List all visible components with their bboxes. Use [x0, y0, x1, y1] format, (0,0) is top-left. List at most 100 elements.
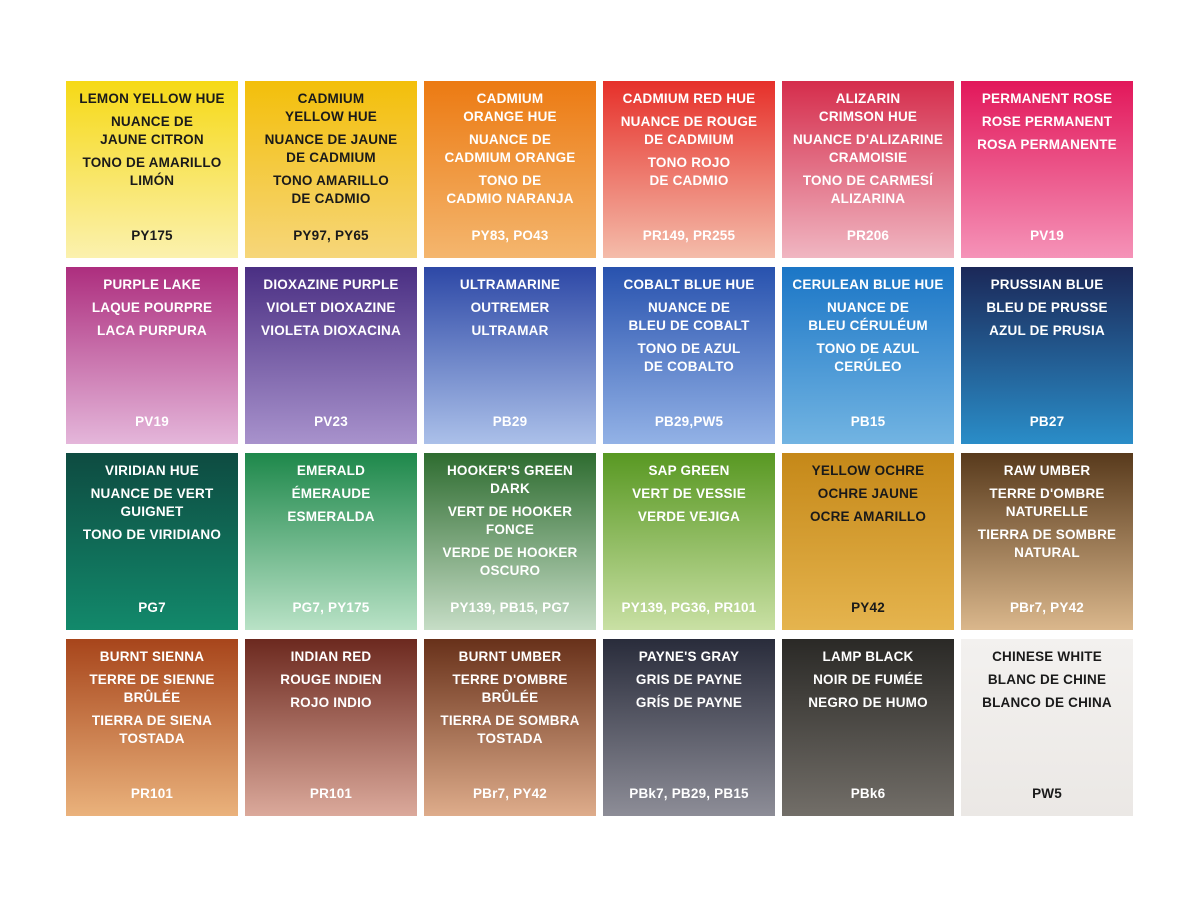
color-name: GRIS DE PAYNE — [635, 672, 743, 687]
pigment-code: PY139, PB15, PG7 — [450, 600, 570, 615]
color-name: TONO AMARILLO DE CADMIO — [273, 173, 389, 206]
color-name: NUANCE DE VERT GUIGNET — [90, 486, 214, 519]
color-name: ÉMERAUDE — [291, 486, 371, 501]
color-name: LAQUE POURPRE — [91, 300, 213, 315]
color-name: TONO ROJO DE CADMIO — [647, 155, 731, 188]
color-name: ULTRAMAR — [471, 323, 549, 338]
color-name: VERDE VEJIGA — [637, 509, 741, 524]
color-swatch: LAMP BLACK NOIR DE FUMÉE NEGRO DE HUMO PBk6 — [782, 639, 954, 816]
pigment-code: PY139, PG36, PR101 — [621, 600, 757, 615]
color-swatch: CADMIUM ORANGE HUE NUANCE DE CADMIUM ORAN… — [424, 81, 596, 258]
color-name: ESMERALDA — [287, 509, 375, 524]
pigment-code: PV19 — [1030, 228, 1064, 243]
pigment-code: PB27 — [1029, 414, 1065, 429]
pigment-code: PG7, PY175 — [292, 600, 370, 615]
color-name: AZUL DE PRUSIA — [989, 323, 1105, 338]
color-name: TONO DE AZUL CERÚLEO — [816, 341, 920, 374]
color-name: ROUGE INDIEN — [280, 672, 382, 687]
pigment-code: PR101 — [130, 786, 174, 801]
color-name: PAYNE'S GRAY — [638, 649, 740, 664]
pigment-code: PB29 — [492, 414, 528, 429]
color-name: NEGRO DE HUMO — [808, 695, 928, 710]
color-name: OCRE AMARILLO — [809, 509, 927, 524]
pigment-code: PR101 — [309, 786, 353, 801]
color-name: PURPLE LAKE — [103, 277, 201, 292]
color-name: GRÍS DE PAYNE — [635, 695, 743, 710]
color-swatch: INDIAN RED ROUGE INDIEN ROJO INDIO PR101 — [245, 639, 417, 816]
color-name: RAW UMBER — [1003, 463, 1091, 478]
color-name: NUANCE DE JAUNE DE CADMIUM — [264, 132, 398, 165]
color-name: LACA PURPURA — [97, 323, 207, 338]
color-name: NUANCE D'ALIZARINE CRAMOISIE — [792, 132, 944, 165]
color-name: NUANCE DE CADMIUM ORANGE — [444, 132, 576, 165]
pigment-code: PW5 — [1032, 786, 1062, 801]
color-name: TERRE D'OMBRE BRÛLÉE — [452, 672, 568, 705]
pigment-code: PB15 — [850, 414, 886, 429]
color-swatch: YELLOW OCHRE OCHRE JAUNE OCRE AMARILLO PY42 — [782, 453, 954, 630]
color-name: VERT DE HOOKER FONCE — [447, 504, 573, 537]
color-name: PRUSSIAN BLUE — [990, 277, 1104, 292]
color-name: NUANCE DE ROUGE DE CADMIUM — [620, 114, 758, 147]
color-name: BLANC DE CHINE — [987, 672, 1107, 687]
color-name: ULTRAMARINE — [459, 277, 561, 292]
color-swatch: DIOXAZINE PURPLE VIOLET DIOXAZINE VIOLETA … — [245, 267, 417, 444]
color-swatch: LEMON YELLOW HUE NUANCE DE JAUNE CITRON TO… — [66, 81, 238, 258]
color-swatch: CADMIUM RED HUE NUANCE DE ROUGE DE CADMIU… — [603, 81, 775, 258]
color-name: YELLOW OCHRE — [811, 463, 925, 478]
color-name: CADMIUM ORANGE HUE — [463, 91, 557, 124]
color-name: TONO DE AMARILLO LIMÓN — [82, 155, 222, 188]
pigment-code: PB29,PW5 — [654, 414, 724, 429]
pigment-code: PBk6 — [850, 786, 886, 801]
color-name: TERRE D'OMBRE NATURELLE — [989, 486, 1105, 519]
color-name: TONO DE CADMIO NARANJA — [446, 173, 574, 206]
color-name: OCHRE JAUNE — [817, 486, 919, 501]
color-name: BURNT SIENNA — [99, 649, 205, 664]
color-name: CADMIUM RED HUE — [622, 91, 756, 106]
color-name: ROJO INDIO — [290, 695, 372, 710]
swatch-grid: LEMON YELLOW HUE NUANCE DE JAUNE CITRON TO… — [66, 81, 1134, 817]
pigment-code: PBk7, PB29, PB15 — [629, 786, 749, 801]
pigment-code: PY83, PO43 — [471, 228, 549, 243]
color-name: VIRIDIAN HUE — [105, 463, 199, 478]
color-name: TONO DE CARMESÍ ALIZARINA — [802, 173, 934, 206]
color-name: LAMP BLACK — [822, 649, 914, 664]
color-name: BURNT UMBER — [458, 649, 562, 664]
pigment-code: PR149, PR255 — [642, 228, 736, 243]
color-swatch: PRUSSIAN BLUE BLEU DE PRUSSE AZUL DE PRUSI… — [961, 267, 1133, 444]
color-name: ALIZARIN CRIMSON HUE — [818, 91, 918, 124]
color-name: NUANCE DE BLEU CÉRULÉUM — [808, 300, 928, 333]
color-name: NUANCE DE BLEU DE COBALT — [628, 300, 750, 333]
color-name: TIERRA DE SOMBRE NATURAL — [977, 527, 1117, 560]
pigment-code: PY42 — [851, 600, 885, 615]
color-name: BLANCO DE CHINA — [982, 695, 1112, 710]
color-name: EMERALD — [296, 463, 366, 478]
color-name: ROSA PERMANENTE — [977, 137, 1117, 152]
color-name: NUANCE DE JAUNE CITRON — [100, 114, 204, 147]
color-name: TERRE DE SIENNE BRÛLÉE — [89, 672, 215, 705]
color-swatch: VIRIDIAN HUE NUANCE DE VERT GUIGNET TONO D… — [66, 453, 238, 630]
color-swatch: PAYNE'S GRAY GRIS DE PAYNE GRÍS DE PAYNE PB… — [603, 639, 775, 816]
color-swatch: ULTRAMARINE OUTREMER ULTRAMAR PB29 — [424, 267, 596, 444]
color-name: TIERRA DE SOMBRA TOSTADA — [440, 713, 580, 746]
color-name: TIERRA DE SIENA TOSTADA — [91, 713, 213, 746]
color-name: NOIR DE FUMÉE — [813, 672, 923, 687]
color-name: SAP GREEN — [648, 463, 730, 478]
color-name: PERMANENT ROSE — [981, 91, 1113, 106]
color-name: CERULEAN BLUE HUE — [792, 277, 944, 292]
color-swatch: EMERALD ÉMERAUDE ESMERALDA PG7, PY175 — [245, 453, 417, 630]
color-name: INDIAN RED — [290, 649, 372, 664]
pigment-code: PV19 — [135, 414, 169, 429]
color-name: VIOLET DIOXAZINE — [266, 300, 396, 315]
color-name: COBALT BLUE HUE — [623, 277, 755, 292]
color-name: VERT DE VESSIE — [632, 486, 746, 501]
color-name: CADMIUM YELLOW HUE — [285, 91, 377, 124]
pigment-code: PV23 — [314, 414, 348, 429]
color-name: HOOKER'S GREEN DARK — [446, 463, 574, 496]
color-name: LEMON YELLOW HUE — [79, 91, 225, 106]
color-name: ROSE PERMANENT — [981, 114, 1113, 129]
pigment-code: PY97, PY65 — [293, 228, 369, 243]
color-name: OUTREMER — [470, 300, 550, 315]
color-name: DIOXAZINE PURPLE — [263, 277, 399, 292]
color-swatch: PERMANENT ROSE ROSE PERMANENT ROSA PERMANE… — [961, 81, 1133, 258]
